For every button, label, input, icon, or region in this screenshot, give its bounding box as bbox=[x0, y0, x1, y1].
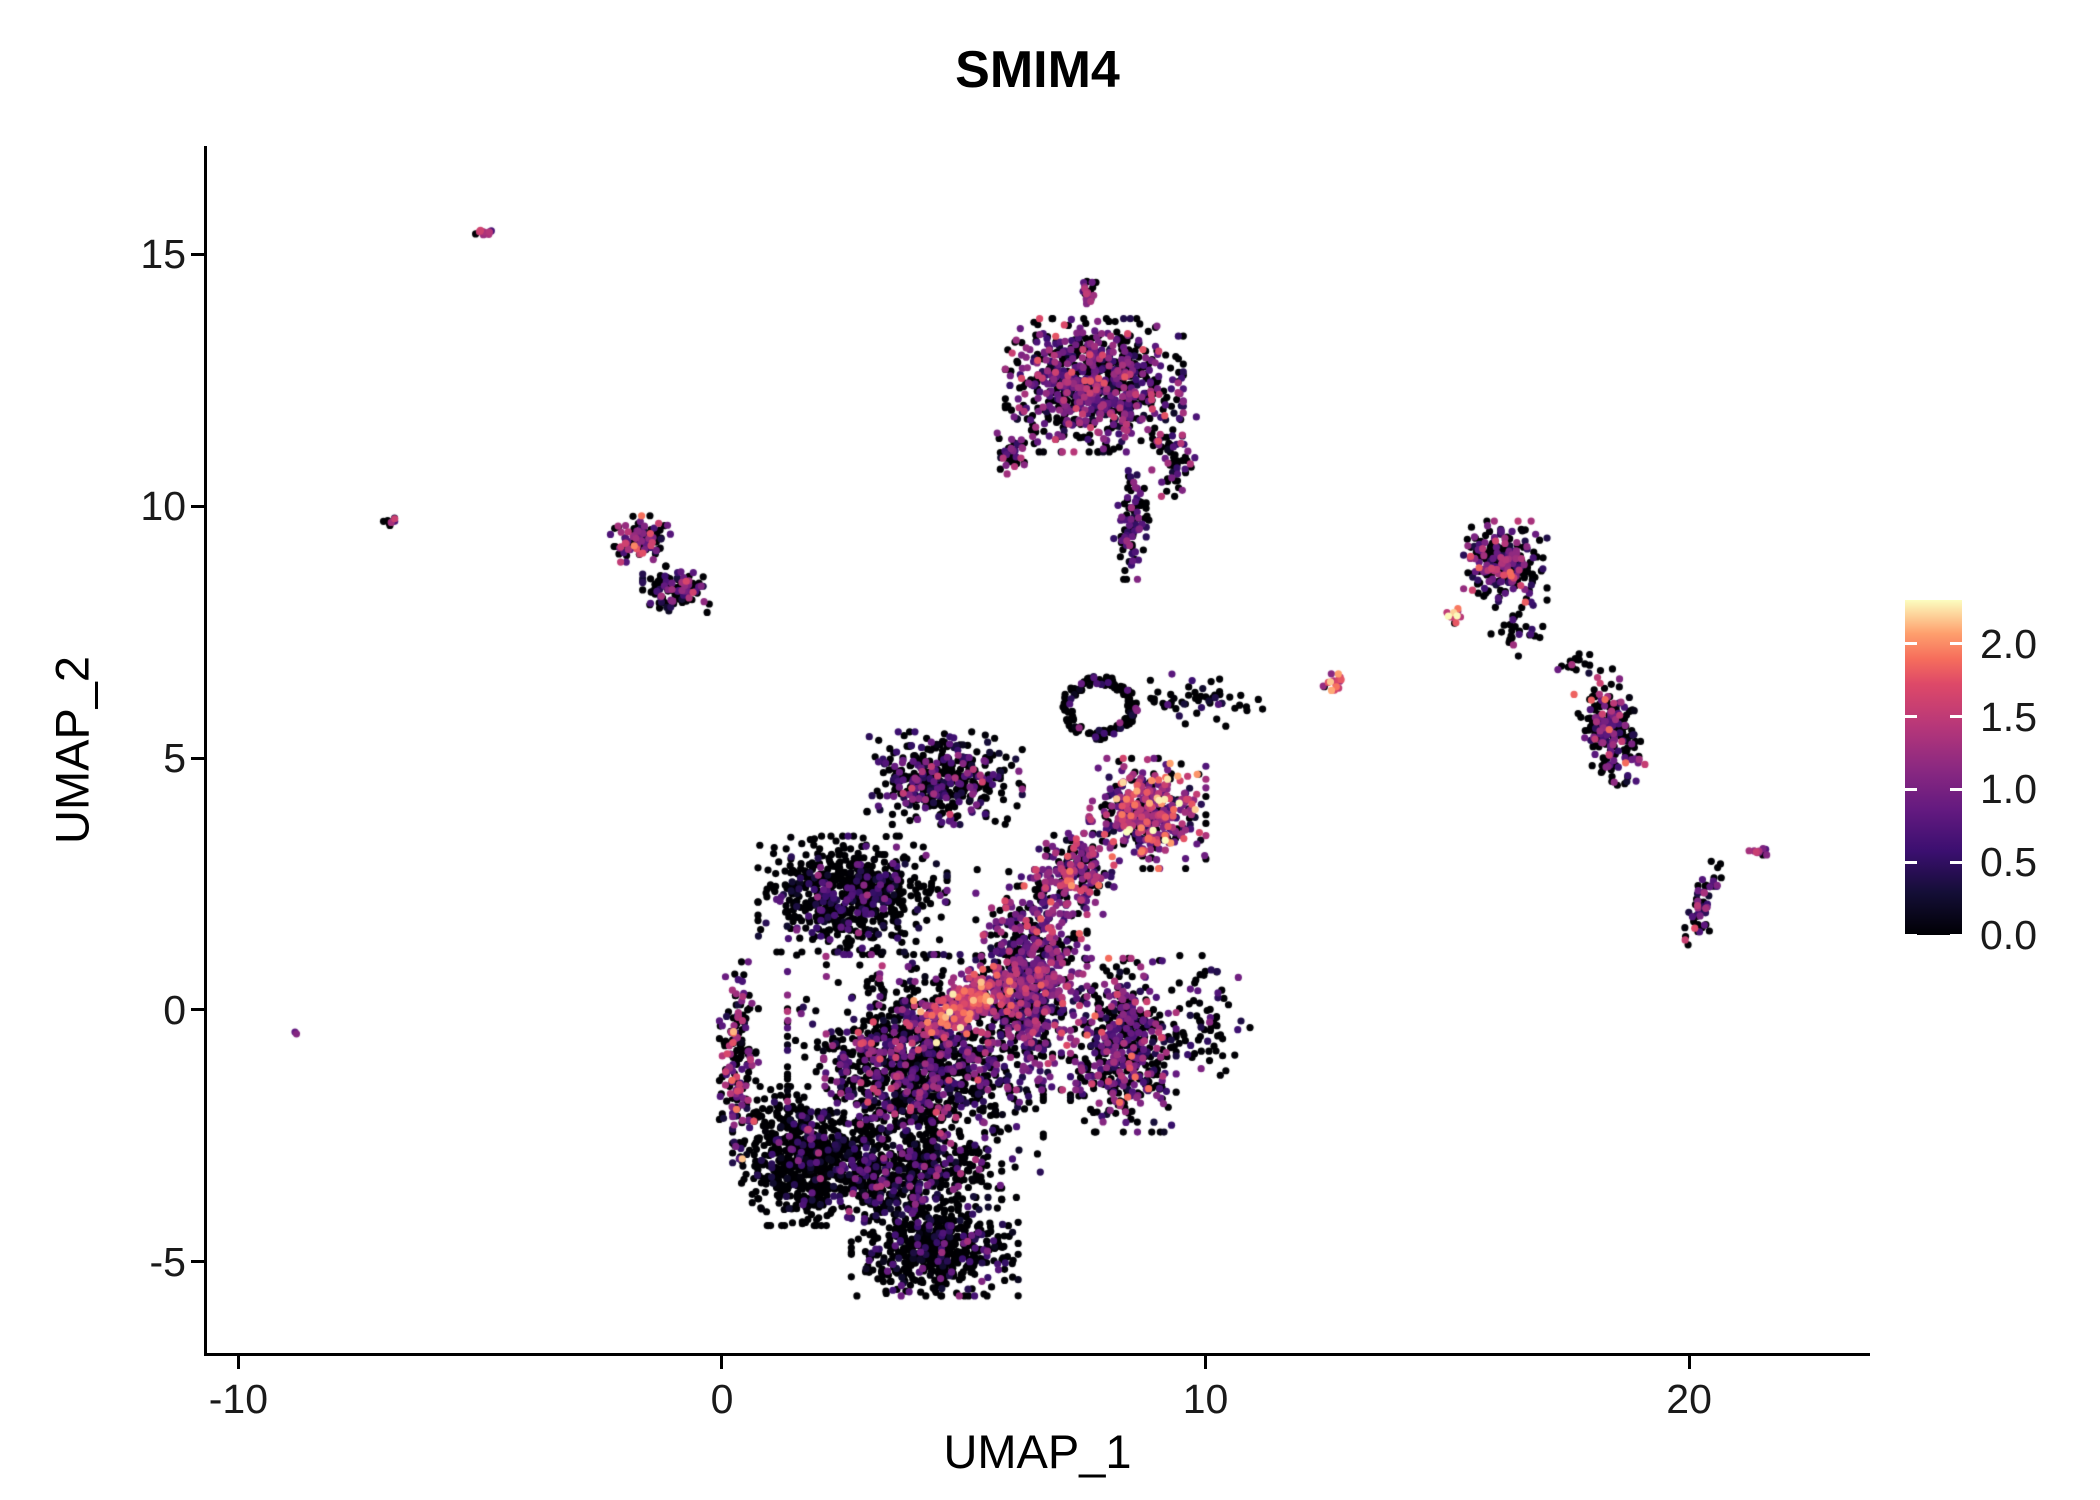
x-tick-mark bbox=[1687, 1356, 1691, 1369]
colorbar-tick-mark bbox=[1950, 642, 1962, 646]
colorbar-tick-mark bbox=[1905, 642, 1917, 646]
x-tick-label: 20 bbox=[1666, 1376, 1712, 1422]
colorbar-tick-label: 1.5 bbox=[1980, 693, 2037, 740]
x-tick-label: 10 bbox=[1182, 1376, 1229, 1422]
x-tick-mark bbox=[236, 1356, 240, 1369]
y-axis-line bbox=[204, 146, 207, 1356]
colorbar-tick-mark bbox=[1905, 715, 1917, 719]
colorbar-tick-mark bbox=[1905, 933, 1917, 937]
x-tick-mark bbox=[1204, 1356, 1208, 1369]
colorbar-tick-mark bbox=[1950, 933, 1962, 937]
plot-title: SMIM4 bbox=[955, 41, 1120, 99]
colorbar-tick-mark bbox=[1950, 787, 1962, 791]
colorbar-gradient bbox=[1905, 600, 1962, 935]
y-tick-label: 10 bbox=[140, 483, 186, 530]
x-tick-label: -10 bbox=[208, 1376, 269, 1422]
colorbar-tick-mark bbox=[1905, 860, 1917, 864]
x-axis-line bbox=[204, 1353, 1870, 1356]
y-tick-mark bbox=[191, 504, 204, 508]
colorbar-tick-mark bbox=[1950, 715, 1962, 719]
y-tick-label: 0 bbox=[163, 986, 186, 1033]
colorbar-tick-mark bbox=[1905, 787, 1917, 791]
y-tick-label: -5 bbox=[149, 1238, 186, 1285]
x-axis-label: UMAP_1 bbox=[943, 1425, 1132, 1478]
colorbar-tick-label: 2.0 bbox=[1980, 620, 2037, 667]
y-tick-label: 5 bbox=[163, 735, 186, 782]
colorbar-tick-label: 1.0 bbox=[1980, 766, 2037, 813]
x-tick-label: 0 bbox=[710, 1376, 734, 1422]
y-tick-mark bbox=[191, 1008, 204, 1012]
y-tick-mark bbox=[191, 252, 204, 256]
colorbar-tick-label: 0.0 bbox=[1980, 912, 2037, 958]
colorbar-tick-mark bbox=[1950, 860, 1962, 864]
y-tick-label: 15 bbox=[140, 231, 186, 278]
x-tick-mark bbox=[720, 1356, 724, 1369]
colorbar-tick-label: 0.5 bbox=[1980, 839, 2037, 886]
y-tick-mark bbox=[191, 756, 204, 760]
y-tick-mark bbox=[191, 1260, 204, 1264]
